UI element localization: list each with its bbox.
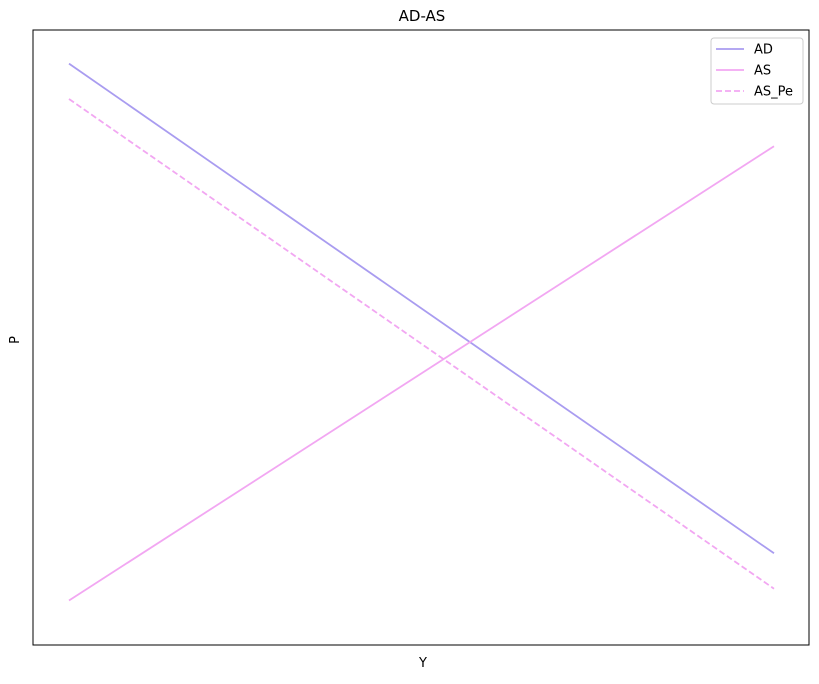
series-line-as-pe bbox=[68, 98, 775, 590]
legend-label-ad: AD bbox=[754, 43, 773, 58]
legend-items: AD AS AS_Pe bbox=[716, 43, 793, 100]
series-layer bbox=[68, 62, 775, 602]
series-line-as bbox=[68, 145, 775, 602]
y-axis-label: P bbox=[8, 336, 23, 344]
legend: AD AS AS_Pe bbox=[710, 37, 804, 105]
legend-label-as-pe: AS_Pe bbox=[754, 85, 793, 100]
legend-label-as: AS bbox=[754, 64, 771, 79]
chart-title: AD-AS bbox=[399, 7, 446, 25]
x-axis-label: Y bbox=[418, 656, 427, 671]
plot-area-frame bbox=[32, 29, 810, 646]
series-line-ad bbox=[68, 62, 775, 555]
legend-box bbox=[710, 37, 804, 105]
